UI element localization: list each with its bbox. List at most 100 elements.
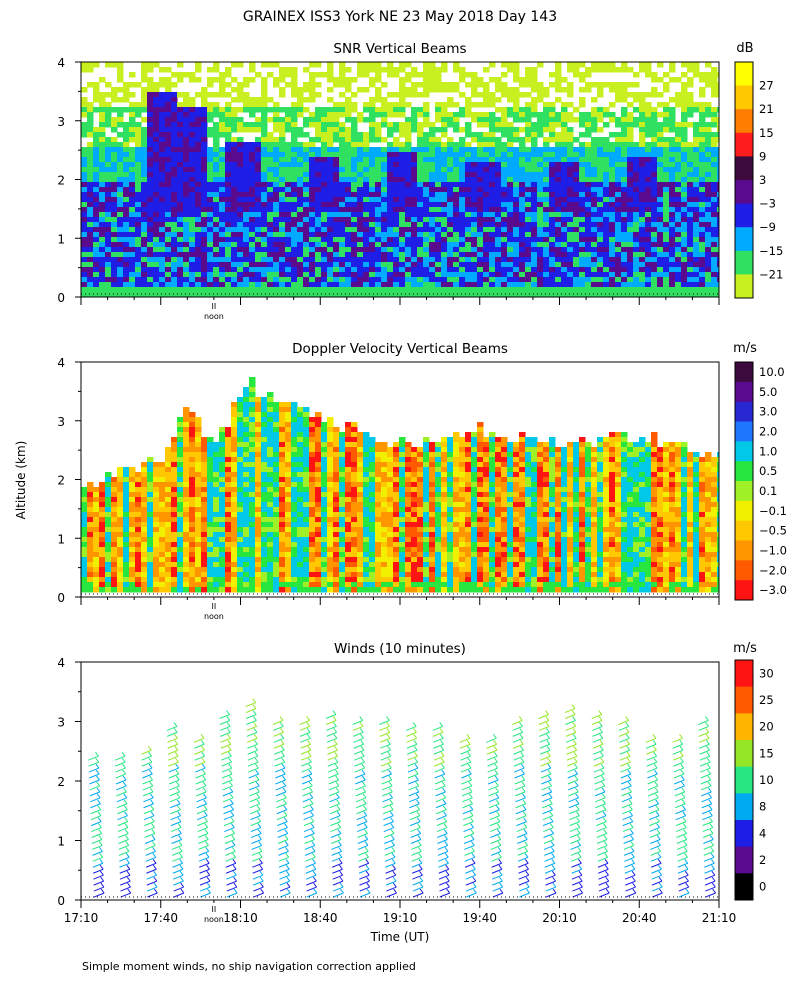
snr-cell	[183, 122, 190, 128]
snr-cell	[237, 197, 244, 203]
snr-cell	[261, 232, 268, 238]
velocity-cell	[189, 432, 196, 438]
snr-cell	[219, 197, 226, 203]
snr-cell	[591, 247, 598, 253]
snr-cell	[639, 292, 646, 297]
snr-cell	[519, 157, 526, 163]
snr-cell	[465, 72, 472, 78]
snr-cell	[267, 257, 274, 263]
velocity-cell	[159, 562, 166, 568]
snr-cell	[381, 117, 388, 123]
snr-cell	[411, 277, 418, 283]
velocity-cell	[159, 487, 166, 493]
snr-cell	[711, 142, 718, 148]
snr-cell	[249, 172, 256, 178]
snr-cell	[363, 287, 370, 293]
snr-cell	[465, 237, 472, 243]
snr-cell	[675, 152, 682, 158]
snr-cell	[99, 192, 106, 198]
snr-cell	[303, 117, 310, 123]
velocity-cell	[93, 552, 100, 558]
footnote: Simple moment winds, no ship navigation …	[82, 960, 416, 973]
snr-cell	[459, 137, 466, 143]
snr-cell	[651, 142, 658, 148]
snr-cell	[315, 277, 322, 283]
snr-cell	[309, 277, 316, 283]
snr-cell	[447, 192, 454, 198]
snr-cell	[645, 282, 652, 288]
velocity-cell	[153, 497, 160, 503]
snr-cell	[249, 187, 256, 193]
snr-cell	[225, 292, 232, 297]
snr-cell	[669, 282, 676, 288]
snr-cell	[483, 112, 490, 118]
snr-cell	[249, 212, 256, 218]
snr-cell	[543, 277, 550, 283]
snr-cell	[525, 227, 532, 233]
snr-cell	[657, 182, 664, 188]
snr-cell	[567, 132, 574, 138]
snr-cell	[177, 247, 184, 253]
snr-cell	[225, 232, 232, 238]
snr-cell	[591, 62, 598, 68]
snr-cell	[543, 117, 550, 123]
velocity-cell	[87, 567, 94, 573]
snr-cell	[369, 292, 376, 297]
snr-cell	[579, 207, 586, 213]
snr-cell	[321, 167, 328, 173]
velocity-cell	[177, 432, 184, 438]
snr-cell	[93, 132, 100, 138]
snr-cell	[489, 282, 496, 288]
velocity-cell	[87, 487, 94, 493]
snr-cell	[699, 92, 706, 98]
snr-cell	[117, 247, 124, 253]
snr-cell	[621, 112, 628, 118]
snr-cell	[669, 197, 676, 203]
snr-cell	[645, 67, 652, 73]
snr-cell	[417, 207, 424, 213]
snr-cell	[213, 242, 220, 248]
velocity-cell	[105, 527, 112, 533]
snr-cell	[693, 222, 700, 228]
snr-cell	[519, 247, 526, 253]
snr-cell	[99, 272, 106, 278]
snr-cell	[411, 117, 418, 123]
snr-cell	[393, 247, 400, 253]
snr-cell	[639, 197, 646, 203]
velocity-cell	[171, 482, 178, 488]
snr-cell	[447, 137, 454, 143]
snr-cell	[597, 92, 604, 98]
snr-cell	[165, 182, 172, 188]
snr-cell	[681, 107, 688, 113]
snr-cell	[123, 137, 130, 143]
snr-cell	[471, 292, 478, 297]
snr-cell	[585, 232, 592, 238]
snr-cell	[609, 172, 616, 178]
snr-cell	[123, 202, 130, 208]
snr-cell	[459, 277, 466, 283]
snr-cell	[495, 162, 502, 168]
snr-cell	[717, 287, 719, 293]
snr-cell	[201, 282, 208, 288]
snr-cell	[201, 292, 208, 297]
snr-cell	[699, 187, 706, 193]
snr-cell	[339, 82, 346, 88]
snr-cell	[213, 207, 220, 213]
snr-cell	[309, 77, 316, 83]
snr-cell	[387, 142, 394, 148]
snr-cell	[537, 122, 544, 128]
snr-cell	[423, 87, 430, 93]
snr-cell	[429, 282, 436, 288]
snr-cell	[555, 222, 562, 228]
snr-cell	[219, 117, 226, 123]
snr-cell	[177, 162, 184, 168]
snr-cell	[609, 187, 616, 193]
snr-cell	[93, 227, 100, 233]
snr-cell	[603, 182, 610, 188]
snr-cell	[417, 232, 424, 238]
snr-cell	[555, 237, 562, 243]
snr-cell	[165, 82, 172, 88]
velocity-cell	[117, 492, 124, 498]
snr-cell	[711, 212, 718, 218]
velocity-cell	[99, 532, 106, 538]
